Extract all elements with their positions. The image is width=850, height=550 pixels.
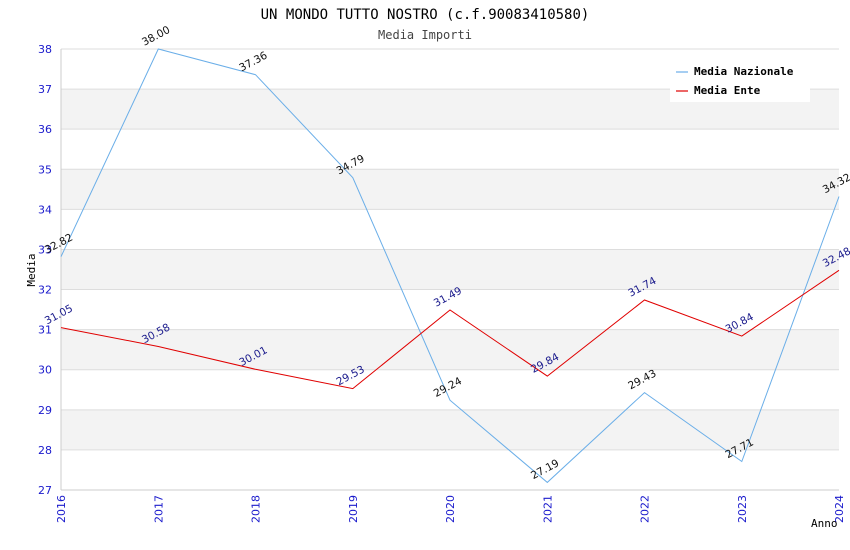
x-tick-label: 2024	[833, 495, 846, 523]
y-tick-label: 30	[38, 364, 52, 377]
y-tick-label: 36	[38, 123, 52, 136]
series-lines	[60, 48, 840, 484]
y-axis-label: Media	[25, 253, 38, 286]
series-line-media-nazionale	[60, 48, 840, 484]
y-tick-label: 32	[38, 284, 52, 297]
grid-bands	[61, 89, 839, 450]
y-tick-label: 33	[38, 243, 52, 256]
data-label: 29.43	[626, 368, 658, 393]
y-tick-label: 28	[38, 444, 52, 457]
data-label: 38.00	[140, 24, 172, 49]
data-label: 27.19	[529, 457, 561, 482]
grid-band	[61, 169, 839, 210]
y-tick-label: 31	[38, 324, 52, 337]
chart-title: UN MONDO TUTTO NOSTRO (c.f.90083410580)	[261, 7, 590, 23]
axes	[60, 49, 839, 491]
grid-band	[61, 329, 839, 370]
x-tick-label: 2018	[250, 495, 263, 523]
y-tick-label: 35	[38, 163, 52, 176]
x-tick-label: 2023	[736, 495, 749, 523]
x-tick-label: 2021	[541, 495, 554, 523]
x-tick-label: 2022	[639, 495, 652, 523]
legend-box	[670, 60, 810, 102]
x-tick-label: 2019	[347, 495, 360, 523]
legend-label-media-nazionale: Media Nazionale	[694, 65, 794, 78]
y-tick-label: 29	[38, 404, 52, 417]
data-label: 37.36	[237, 49, 269, 74]
x-tick-labels: 2016 2017 2018 2019 2020 2021 2022 2023 2024	[55, 495, 846, 523]
series-line-media-ente	[60, 269, 840, 390]
y-tick-label: 37	[38, 83, 52, 96]
legend-label-media-ente: Media Ente	[694, 84, 761, 97]
y-tick-label: 38	[38, 43, 52, 56]
y-tick-label: 27	[38, 484, 52, 497]
x-tick-label: 2017	[152, 495, 165, 523]
grid-band	[61, 249, 839, 290]
x-tick-label: 2020	[444, 495, 457, 523]
chart-subtitle: Media Importi	[378, 28, 472, 42]
data-label: 31.05	[43, 303, 75, 328]
y-tick-labels: 27 28 29 30 31 32 33 34 35 36 37 38	[38, 43, 52, 497]
y-tick-label: 34	[38, 203, 52, 216]
grid-band	[61, 409, 839, 450]
x-tick-label: 2016	[55, 495, 68, 523]
x-axis-label: Anno	[811, 517, 838, 530]
legend: Media Nazionale Media Ente	[670, 60, 810, 102]
